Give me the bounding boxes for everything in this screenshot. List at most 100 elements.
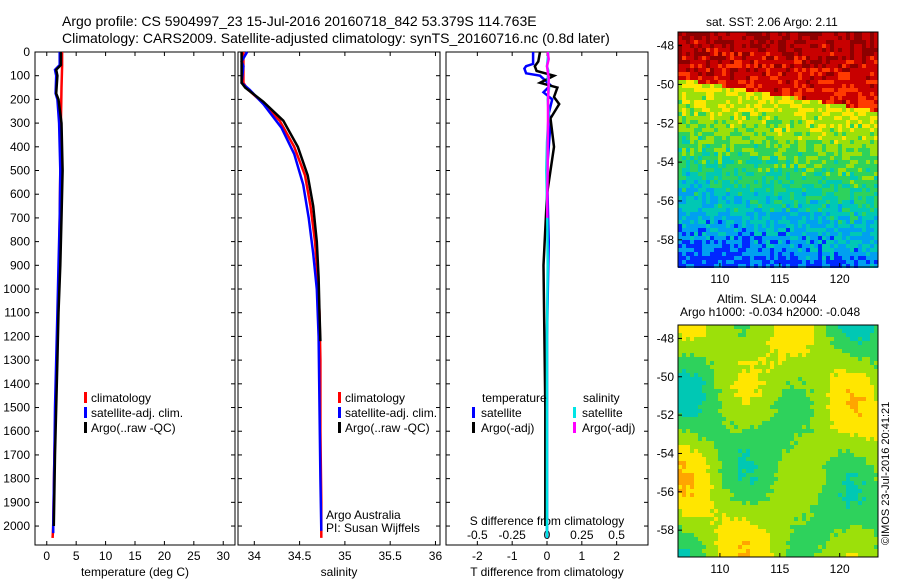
heatmap-cell [714,329,718,333]
heatmap-cell [778,445,782,449]
heatmap-cell [710,224,714,228]
heatmap-cell [846,421,850,425]
heatmap-cell [806,441,810,445]
heatmap-cell [762,461,766,465]
heatmap-cell [818,337,822,341]
heatmap-cell [822,208,826,212]
heatmap-cell [762,64,766,68]
heatmap-cell [730,409,734,413]
heatmap-cell [698,252,702,256]
heatmap-cell [870,128,874,132]
heatmap-cell [850,80,854,84]
heatmap-cell [862,397,866,401]
heatmap-cell [714,413,718,417]
heatmap-cell [798,164,802,168]
heatmap-cell [802,64,806,68]
heatmap-cell [698,389,702,393]
heatmap-cell [858,461,862,465]
heatmap-cell [746,112,750,116]
heatmap-cell [730,60,734,64]
heatmap-cell [782,260,786,264]
heatmap-cell [866,401,870,405]
heatmap-cell [794,204,798,208]
heatmap-cell [870,92,874,96]
heatmap-cell [722,228,726,232]
heatmap-cell [782,369,786,373]
heatmap-cell [790,76,794,80]
heatmap-cell [746,100,750,104]
heatmap-cell [834,228,838,232]
heatmap-cell [778,48,782,52]
heatmap-cell [866,156,870,160]
heatmap-cell [802,120,806,124]
heatmap-cell [810,401,814,405]
heatmap-cell [730,44,734,48]
map-y-tick-label: -54 [657,155,675,169]
heatmap-cell [714,48,718,52]
heatmap-cell [846,152,850,156]
heatmap-cell [770,168,774,172]
heatmap-cell [738,76,742,80]
heatmap-cell [810,393,814,397]
heatmap-cell [854,236,858,240]
heatmap-cell [702,256,706,260]
heatmap-cell [730,148,734,152]
heatmap-cell [686,232,690,236]
heatmap-cell [770,132,774,136]
heatmap-cell [702,172,706,176]
heatmap-cell [810,188,814,192]
heatmap-cell [762,104,766,108]
heatmap-cell [778,409,782,413]
heatmap-cell [742,341,746,345]
heatmap-cell [722,449,726,453]
heatmap-cell [862,88,866,92]
heatmap-cell [834,176,838,180]
heatmap-cell [870,184,874,188]
heatmap-cell [858,236,862,240]
heatmap-cell [830,112,834,116]
heatmap-cell [806,457,810,461]
heatmap-cell [806,136,810,140]
heatmap-cell [690,377,694,381]
heatmap-cell [766,397,770,401]
heatmap-cell [710,112,714,116]
heatmap-cell [686,445,690,449]
heatmap-cell [770,140,774,144]
heatmap-cell [782,160,786,164]
heatmap-cell [822,409,826,413]
heatmap-cell [698,369,702,373]
heatmap-cell [810,160,814,164]
heatmap-cell [866,425,870,429]
heatmap-cell [706,329,710,333]
heatmap-cell [682,204,686,208]
heatmap-cell [818,232,822,236]
heatmap-cell [858,104,862,108]
heatmap-cell [770,413,774,417]
heatmap-cell [698,108,702,112]
heatmap-cell [722,136,726,140]
heatmap-cell [678,168,682,172]
heatmap-cell [778,144,782,148]
heatmap-cell [782,425,786,429]
heatmap-cell [738,100,742,104]
heatmap-cell [874,453,878,457]
heatmap-cell [846,389,850,393]
heatmap-cell [750,256,754,260]
heatmap-cell [718,144,722,148]
heatmap-cell [838,148,842,152]
heatmap-cell [806,377,810,381]
heatmap-cell [850,264,854,268]
heatmap-cell [826,148,830,152]
heatmap-cell [730,52,734,56]
heatmap-cell [846,329,850,333]
heatmap-cell [850,184,854,188]
heatmap-cell [782,228,786,232]
heatmap-cell [778,325,782,329]
heatmap-cell [746,369,750,373]
heatmap-cell [838,341,842,345]
heatmap-cell [714,337,718,341]
heatmap-cell [850,421,854,425]
heatmap-cell [706,56,710,60]
heatmap-cell [842,64,846,68]
heatmap-cell [750,52,754,56]
